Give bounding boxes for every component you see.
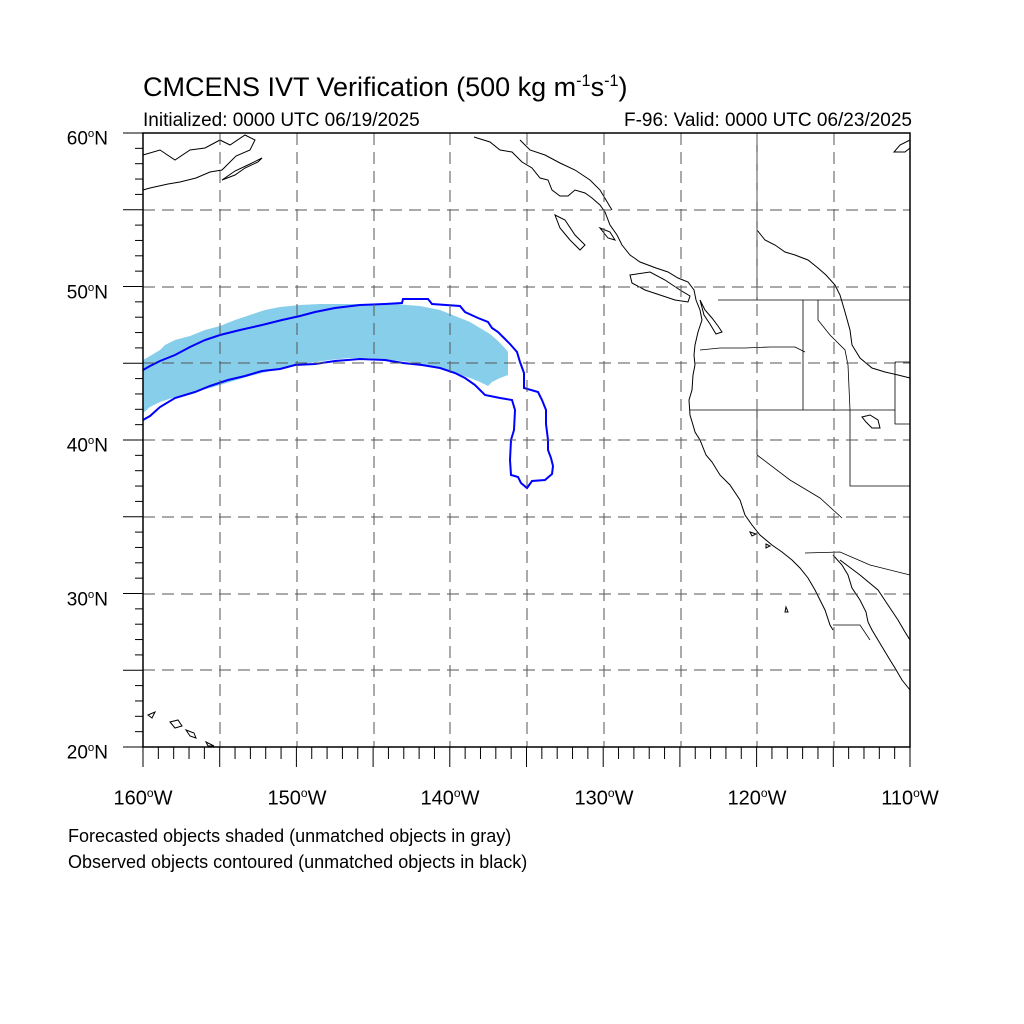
lon-label-160: 160oW [113, 786, 173, 810]
lon-label-120: 120oW [727, 786, 787, 810]
lat-label-40: 40oN [66, 435, 108, 457]
initialized-time: Initialized: 0000 UTC 06/19/2025 [143, 110, 420, 131]
valid-time: F-96: Valid: 0000 UTC 06/23/2025 [624, 110, 912, 131]
observed-ivt-contour [142, 298, 555, 490]
forecast-ivt-object [143, 304, 508, 413]
lat-label-20: 20oN [66, 742, 108, 764]
map-title: CMCENS IVT Verification (500 kg m-1s-1) [143, 72, 628, 102]
lon-label-150: 150oW [267, 786, 327, 810]
lon-label-130: 130oW [574, 786, 634, 810]
state-borders [690, 137, 911, 641]
lat-label-60: 60oN [66, 128, 108, 150]
coastlines [142, 134, 911, 747]
lon-label-110: 110oW [881, 786, 939, 810]
footnote-forecast: Forecasted objects shaded (unmatched obj… [68, 826, 512, 846]
lon-label-140: 140oW [420, 786, 480, 810]
graticule [143, 133, 910, 747]
axis-ticks [123, 132, 911, 767]
lat-label-30: 30oN [66, 589, 108, 611]
footnote-observed: Observed objects contoured (unmatched ob… [68, 852, 528, 872]
lat-label-50: 50oN [66, 282, 108, 304]
